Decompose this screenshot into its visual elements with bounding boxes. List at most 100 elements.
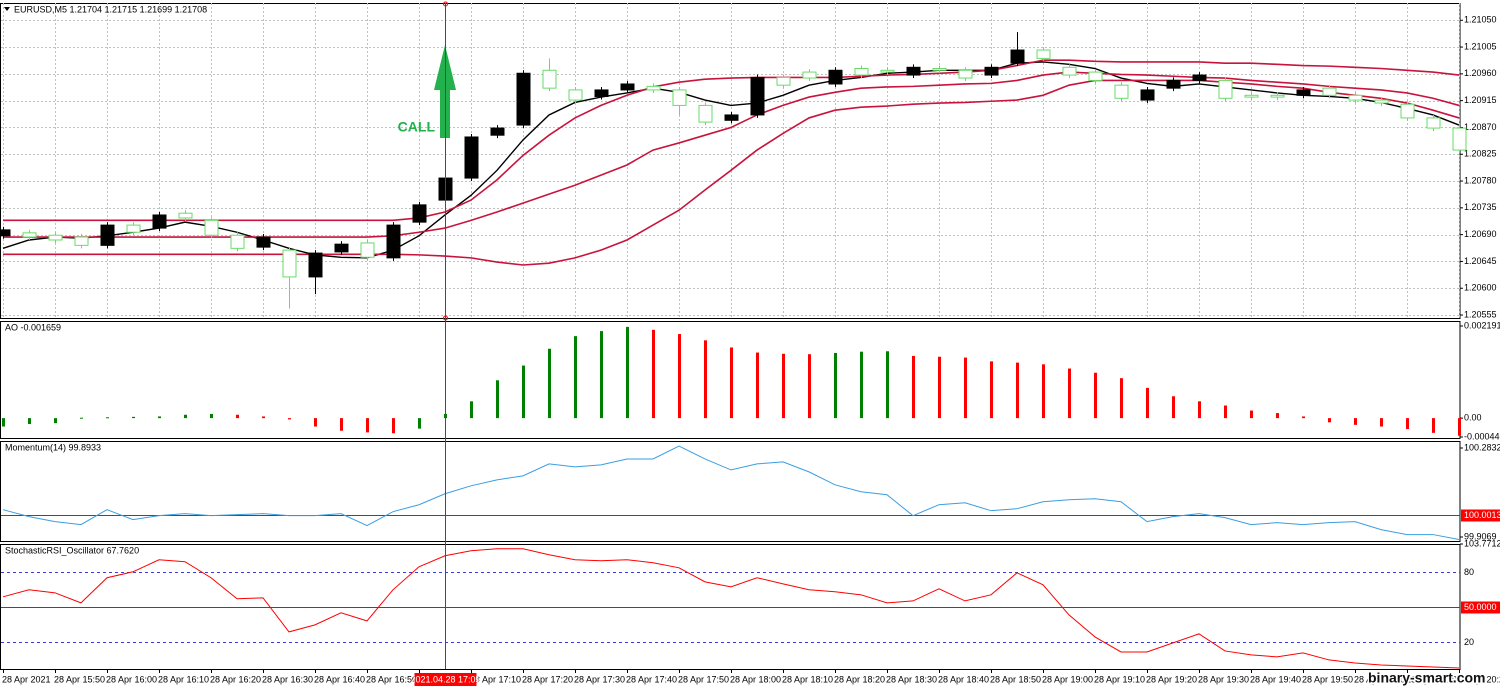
ao-bar xyxy=(366,418,369,433)
candle-body xyxy=(1010,49,1025,64)
ao-bar xyxy=(1042,364,1045,419)
ao-bar xyxy=(912,355,915,419)
candle-body xyxy=(568,89,583,101)
x-tick-label: 28 Apr 16:30 xyxy=(262,674,313,684)
ao-bar xyxy=(106,417,109,419)
candle-body xyxy=(74,236,89,246)
candle-body xyxy=(724,114,739,121)
x-tick-label: 28 Apr 18:40 xyxy=(938,674,989,684)
candle-body xyxy=(360,242,375,258)
x-tick-label: 28 Apr 19:40 xyxy=(1250,674,1301,684)
level-label: 80 xyxy=(1464,567,1474,577)
candle-body xyxy=(776,76,791,86)
indicator-line xyxy=(3,59,1460,222)
candle-body xyxy=(100,224,115,246)
candle-body xyxy=(22,232,37,238)
y-tick-label: -0.000449 xyxy=(1464,431,1500,441)
ao-bar xyxy=(1458,418,1461,436)
ao-bar xyxy=(1380,418,1383,427)
candle-body xyxy=(1140,89,1155,101)
ao-bar xyxy=(184,414,187,419)
y-tick-label: 1.20870 xyxy=(1464,122,1497,132)
candle-body xyxy=(178,212,193,219)
ao-bar xyxy=(1198,401,1201,419)
candle-body xyxy=(230,234,245,249)
candle-body xyxy=(984,66,999,76)
x-tick-label: 28 Apr 19:50 xyxy=(1302,674,1353,684)
candle-body xyxy=(1296,89,1311,96)
x-tick-label: 28 Apr 16:50 xyxy=(366,674,417,684)
ao-bar xyxy=(2,418,5,427)
ao-bar xyxy=(782,353,785,419)
x-tick-label: 28 Apr 20:00 xyxy=(1354,674,1405,684)
y-tick-label: 103.7712 xyxy=(1464,538,1500,548)
level-label: 50.0000 xyxy=(1464,602,1497,612)
crosshair-handle xyxy=(443,1,448,7)
candle-body xyxy=(1270,94,1285,98)
ao-bar xyxy=(1276,413,1279,419)
candle-body xyxy=(1322,87,1337,96)
ao-bar xyxy=(1328,418,1331,423)
ao-bar xyxy=(28,418,31,425)
y-tick-label: 1.20600 xyxy=(1464,283,1497,293)
ao-bar xyxy=(288,418,291,420)
x-tick-label: 28 Apr 19:00 xyxy=(1042,674,1093,684)
level-label-box xyxy=(1461,509,1500,522)
panel-title: AO -0.001659 xyxy=(5,322,61,332)
panel-frame xyxy=(0,321,1461,439)
ao-bar xyxy=(548,348,551,419)
ao-bar xyxy=(756,352,759,419)
candle-body xyxy=(698,104,713,123)
x-tick-label: 28 Apr 18:20 xyxy=(834,674,885,684)
candle-body xyxy=(1452,127,1467,151)
candle-body xyxy=(542,69,557,89)
ao-bar xyxy=(730,347,733,419)
x-tick-label: 28 Apr 2021 xyxy=(2,674,51,684)
candle-body xyxy=(594,89,609,97)
candle-body xyxy=(256,236,271,248)
ao-bar xyxy=(1120,378,1123,419)
candle-body xyxy=(334,243,349,253)
ao-bar xyxy=(496,380,499,419)
candle-body xyxy=(1400,103,1415,119)
indicator-line xyxy=(2,61,1460,259)
ao-bar xyxy=(340,418,343,431)
symbol-menu-icon xyxy=(4,7,10,11)
indicator-line xyxy=(2,548,1460,669)
y-tick-label: 0.00 xyxy=(1464,412,1482,422)
ao-bar xyxy=(808,354,811,419)
ao-bar xyxy=(210,413,213,419)
ao-bar xyxy=(626,326,629,419)
x-tick-label: 28 Apr 20:10 xyxy=(1406,674,1457,684)
ao-bar xyxy=(652,329,655,419)
crosshair-handle xyxy=(443,315,448,321)
y-tick-label: 1.20690 xyxy=(1464,229,1497,239)
x-tick-label: 28 Apr 19:10 xyxy=(1094,674,1145,684)
candle-body xyxy=(1036,49,1051,59)
candle-body xyxy=(308,252,323,278)
candle-body xyxy=(1088,71,1103,81)
candle-body xyxy=(958,69,973,79)
crosshair-label-box xyxy=(414,673,477,686)
x-tick-label: 28 Apr 19:30 xyxy=(1198,674,1249,684)
ao-bar xyxy=(80,417,83,419)
x-tick-label: 28 Apr 18:00 xyxy=(730,674,781,684)
ao-bar xyxy=(1432,418,1435,433)
candle-body xyxy=(1062,66,1077,76)
ao-bar xyxy=(392,418,395,434)
ao-bar xyxy=(574,336,577,419)
x-tick-label: 28 Apr 17:30 xyxy=(574,674,625,684)
level-label-box xyxy=(1461,601,1500,614)
ao-bar xyxy=(1354,418,1357,425)
y-tick-label: 1.21050 xyxy=(1464,15,1497,25)
panel-title: Momentum(14) 99.8933 xyxy=(5,442,101,452)
candle-body xyxy=(152,214,167,229)
candle-body xyxy=(646,85,661,91)
x-tick-label: 28 Apr 17:10 xyxy=(470,674,521,684)
ao-bar xyxy=(1224,405,1227,419)
x-tick-label: 28 Apr 17:20 xyxy=(522,674,573,684)
ao-bar xyxy=(314,418,317,427)
level-label: 20 xyxy=(1464,637,1474,647)
